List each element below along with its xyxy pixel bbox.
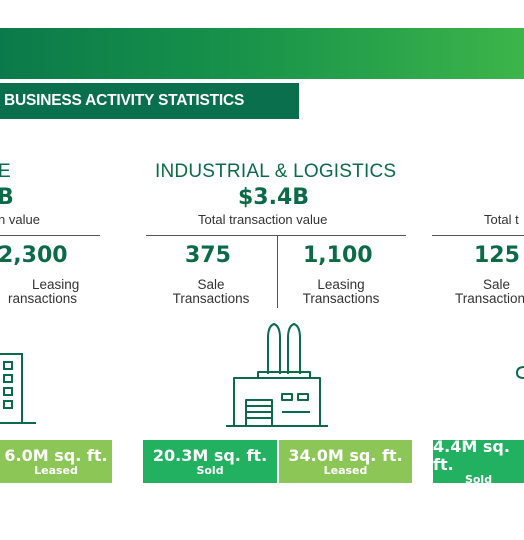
right-sold-kind: Sold: [464, 472, 493, 486]
right-total-value-label: Total t: [484, 212, 519, 227]
industrial-leasing-count: 1,100: [303, 243, 373, 268]
industrial-sold-kind: Sold: [196, 463, 224, 477]
left-total-value-label: n value: [0, 212, 40, 227]
left-category-title: E: [0, 161, 11, 182]
left-total-value: B: [0, 185, 14, 210]
industrial-divider: [146, 235, 406, 236]
right-sold-badge: 4.4M sq. ft. Sold: [433, 436, 524, 486]
retail-icon: [515, 366, 524, 379]
left-leased-amount: 6.0M sq. ft.: [4, 445, 108, 465]
right-sale-count: 125: [474, 243, 520, 268]
industrial-sale-label: Sale Transactions: [165, 278, 257, 306]
industrial-column-separator: [277, 235, 278, 308]
industrial-sale-count: 375: [185, 243, 231, 268]
industrial-sale-label-line2: Transactions: [172, 291, 250, 306]
industrial-sold-amount: 20.3M sq. ft.: [152, 445, 268, 465]
industrial-leasing-label-line1: Leasing: [317, 277, 365, 292]
industrial-leased-badge: 34.0M sq. ft. Leased: [279, 440, 412, 483]
header-band: [0, 28, 524, 79]
section-title: BUSINESS ACTIVITY STATISTICS: [0, 83, 299, 119]
office-building-icon: [0, 353, 36, 424]
right-sale-label: Sale Transaction: [455, 278, 524, 306]
left-leased-badge: 6.0M sq. ft. Leased: [0, 440, 112, 483]
industrial-leasing-label: Leasing Transactions: [295, 278, 387, 306]
industrial-leased-kind: Leased: [323, 463, 368, 477]
left-leasing-label: Leasing ransactions: [8, 278, 79, 306]
left-leasing-label-line2: ransactions: [8, 291, 78, 306]
industrial-category-title: INDUSTRIAL & LOGISTICS: [155, 161, 397, 182]
factory-icon: [226, 323, 328, 427]
left-leasing-count: 2,300: [0, 243, 68, 268]
right-sale-label-line2: Transaction: [455, 291, 524, 306]
industrial-leasing-label-line2: Transactions: [302, 291, 380, 306]
industrial-sold-badge: 20.3M sq. ft. Sold: [143, 440, 277, 483]
right-sold-amount: 4.4M sq. ft.: [433, 436, 510, 474]
right-sale-label-line1: Sale: [483, 277, 511, 292]
right-divider: [432, 235, 524, 236]
industrial-total-value-label: Total transaction value: [198, 212, 328, 227]
left-leased-kind: Leased: [34, 463, 78, 477]
industrial-leased-amount: 34.0M sq. ft.: [288, 445, 403, 465]
industrial-sale-label-line1: Sale: [197, 277, 225, 292]
left-leasing-label-line1: Leasing: [32, 277, 80, 292]
industrial-total-value: $3.4B: [238, 185, 310, 210]
left-divider: [0, 235, 100, 236]
